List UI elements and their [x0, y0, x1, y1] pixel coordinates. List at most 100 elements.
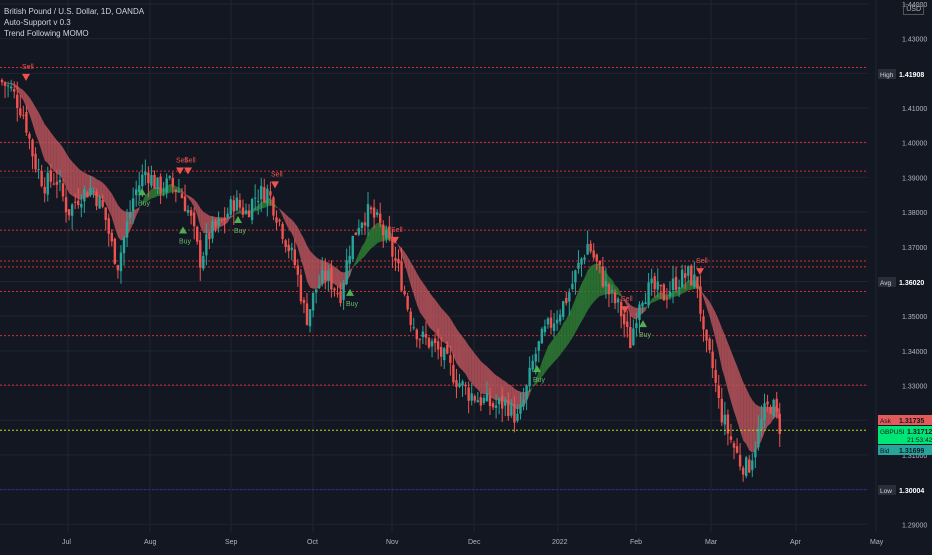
candle-body	[83, 188, 86, 202]
momo-ribbon-segment	[551, 338, 555, 366]
momo-ribbon-segment	[508, 383, 512, 405]
candle-body	[409, 311, 412, 325]
buy-signal[interactable]: Buy	[179, 226, 192, 245]
price-label-bid[interactable]: Bid 1.31699	[878, 445, 932, 455]
candle-body	[131, 198, 135, 212]
momo-ribbon-segment	[432, 295, 436, 333]
candle-body	[671, 278, 675, 290]
candle-body	[229, 199, 232, 215]
momo-ribbon-segment	[368, 228, 372, 252]
currency-badge[interactable]: USD	[903, 4, 924, 15]
candle-body	[577, 262, 580, 269]
candle-body	[729, 436, 733, 440]
momo-ribbon-segment	[14, 83, 18, 91]
buy-triangle-icon	[138, 188, 146, 196]
candle-body	[583, 257, 586, 260]
candle-body	[723, 414, 727, 425]
momo-ribbon-segment	[197, 202, 201, 227]
candle-body	[159, 176, 162, 194]
momo-ribbon-segment	[465, 340, 469, 380]
momo-ribbon-segment	[11, 83, 15, 86]
candle-body	[263, 187, 266, 203]
candle-body	[363, 222, 367, 226]
candle-body	[632, 328, 635, 346]
symbol-title[interactable]: British Pound / U.S. Dollar, 1D, OANDA	[4, 7, 145, 16]
candle-body	[418, 339, 422, 341]
momo-ribbon-segment	[75, 164, 79, 199]
sell-signal[interactable]: Sell	[391, 227, 403, 244]
candle-body	[562, 301, 565, 317]
candle-body	[491, 403, 495, 408]
candle-body	[336, 293, 339, 295]
price-label-high[interactable]: High 1.41908	[878, 69, 932, 79]
momo-ribbon-segment	[300, 233, 304, 270]
candle-body	[333, 288, 336, 291]
buy-label: Buy	[346, 301, 359, 308]
candle-body	[113, 238, 117, 264]
sell-signal[interactable]: Sell	[271, 171, 283, 189]
price-label-avg[interactable]: Avg 1.36020	[878, 277, 932, 287]
indicator-label-momo[interactable]: Trend Following MOMO	[4, 29, 89, 38]
price-label-low[interactable]: Low 1.30004	[878, 485, 932, 495]
price-label-value-box	[896, 277, 932, 287]
candle-body	[278, 219, 281, 222]
momo-ribbon-segment	[41, 118, 45, 161]
candle-body	[735, 446, 739, 453]
price-label-value-box	[896, 485, 932, 495]
candle-body	[125, 221, 129, 238]
y-axis-tick-label: 1.29000	[902, 522, 927, 529]
price-label-value: 1.31699	[899, 448, 924, 455]
candle-body	[61, 183, 65, 197]
candle-body	[433, 338, 437, 344]
sell-signal[interactable]: Sell	[621, 296, 633, 314]
candle-body	[58, 179, 62, 183]
sell-signal[interactable]: Sell	[22, 64, 34, 81]
candle-body	[351, 235, 354, 260]
momo-ribbon-segment	[709, 301, 713, 328]
candle-body	[638, 304, 641, 320]
candle-body	[238, 200, 242, 208]
candle-body	[540, 328, 544, 344]
momo-ribbon-segment	[584, 270, 588, 317]
candle-body	[751, 460, 754, 470]
momo-ribbon-segment	[310, 250, 314, 289]
candle-body	[473, 396, 476, 401]
candle-body	[494, 405, 498, 408]
price-label-ask[interactable]: Ask 1.31735	[878, 415, 932, 425]
candle-body	[9, 86, 13, 89]
buy-signal[interactable]: Buy	[346, 288, 359, 308]
candle-body	[662, 284, 666, 301]
candle-body	[504, 399, 507, 406]
candle-body	[424, 334, 428, 338]
sell-signal[interactable]: Sell	[184, 157, 196, 175]
candle-body	[208, 233, 211, 240]
indicator-label-auto-support[interactable]: Auto-Support v 0.3	[4, 18, 71, 27]
candle-body	[641, 302, 644, 307]
candle-body	[516, 413, 519, 421]
buy-signal[interactable]: Buy	[533, 365, 546, 384]
momo-ribbon-segment	[529, 386, 533, 395]
candle-body	[275, 217, 278, 223]
momo-ribbon-segment	[191, 196, 195, 208]
price-label-name: Ask	[880, 418, 892, 425]
candle-body	[598, 260, 601, 265]
sell-triangle-icon	[176, 167, 184, 175]
buy-signal[interactable]: Buy	[138, 188, 151, 207]
momo-ribbon-segment	[596, 263, 600, 299]
buy-signal[interactable]: Buy	[234, 216, 247, 235]
candle-body	[28, 133, 31, 139]
momo-ribbon-segment	[142, 195, 146, 205]
sell-signal[interactable]: Sell	[696, 258, 708, 276]
momo-ribbon-segment	[560, 323, 564, 356]
x-axis-tick-label: Sep	[225, 539, 238, 546]
candle-body	[269, 191, 272, 196]
momo-ribbon-segment	[544, 346, 548, 374]
sell-signal[interactable]: Sell	[176, 157, 188, 175]
buy-signal[interactable]: Buy	[639, 320, 652, 339]
price-label-tag	[878, 415, 896, 425]
candle-body	[13, 89, 16, 92]
momo-ribbon-segment	[493, 372, 497, 401]
